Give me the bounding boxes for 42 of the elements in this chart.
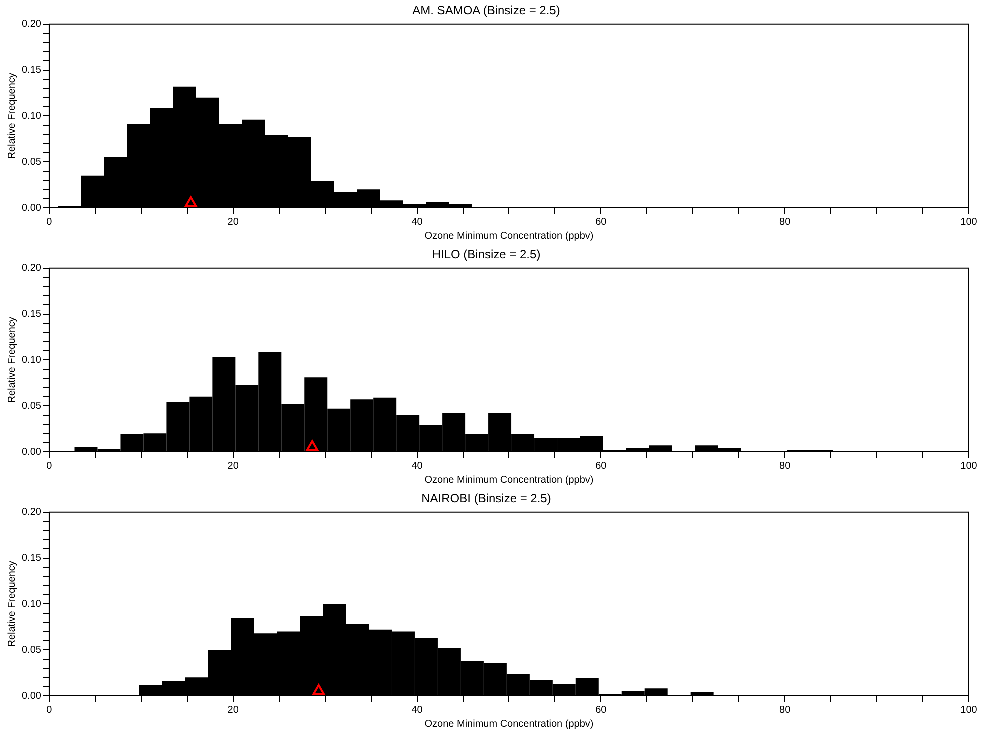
y-tick-label: 0.15	[22, 65, 42, 76]
chart-title: AM. SAMOA (Binsize = 2.5)	[412, 4, 560, 18]
x-tick-label: 0	[46, 704, 53, 716]
y-axis-title: Relative Frequency	[6, 73, 18, 160]
y-tick-label: 0.00	[22, 690, 42, 702]
chart-title: HILO (Binsize = 2.5)	[432, 248, 541, 262]
x-axis-title: Ozone Minimum Concentration (ppbv)	[424, 474, 594, 486]
y-tick-label: 0.05	[22, 644, 42, 656]
x-tick-label: 80	[780, 460, 792, 472]
x-tick-label: 60	[596, 216, 608, 228]
y-tick-label: 0.10	[22, 354, 42, 366]
y-axis-title: Relative Frequency	[6, 561, 18, 648]
x-tick-label: 20	[228, 704, 240, 716]
x-tick-label: 60	[596, 460, 608, 472]
x-tick-label: 0	[46, 460, 53, 472]
y-tick-label: 0.00	[22, 446, 42, 458]
y-axis-title: Relative Frequency	[6, 317, 18, 404]
y-tick-label: 0.05	[22, 156, 42, 168]
x-tick-label: 40	[412, 216, 424, 228]
x-tick-label: 0	[46, 216, 53, 228]
y-tick-label: 0.20	[22, 263, 42, 274]
x-tick-label: 40	[412, 704, 424, 716]
y-tick-label: 0.10	[22, 110, 42, 122]
x-tick-label: 100	[960, 216, 978, 228]
y-tick-label: 0.20	[22, 19, 42, 30]
x-axis-title: Ozone Minimum Concentration (ppbv)	[424, 718, 594, 730]
y-tick-label: 0.00	[22, 202, 42, 214]
x-tick-label: 80	[780, 704, 792, 716]
y-tick-label: 0.10	[22, 598, 42, 610]
x-tick-label: 20	[228, 460, 240, 472]
x-axis-title: Ozone Minimum Concentration (ppbv)	[424, 230, 594, 242]
x-tick-label: 100	[960, 704, 978, 716]
y-tick-label: 0.15	[22, 309, 42, 320]
x-tick-label: 40	[412, 460, 424, 472]
x-tick-label: 80	[780, 216, 792, 228]
x-tick-label: 100	[960, 460, 978, 472]
x-tick-label: 20	[228, 216, 240, 228]
chart-title: NAIROBI (Binsize = 2.5)	[422, 492, 552, 506]
y-tick-label: 0.15	[22, 553, 42, 564]
y-tick-label: 0.20	[22, 507, 42, 518]
x-tick-label: 60	[596, 704, 608, 716]
y-tick-label: 0.05	[22, 400, 42, 412]
